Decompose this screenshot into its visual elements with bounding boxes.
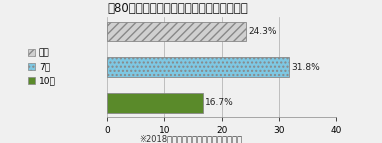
Legend: 平均, 7月, 10月: 平均, 7月, 10月	[24, 45, 59, 89]
Bar	[107, 22, 246, 41]
Bar	[107, 93, 203, 113]
Text: ※2018年度町田市勤務実態調査より算出: ※2018年度町田市勤務実態調査より算出	[139, 134, 243, 143]
Bar	[107, 57, 289, 77]
Text: 31.8%: 31.8%	[291, 63, 320, 72]
Text: 24.3%: 24.3%	[249, 27, 277, 36]
Text: 16.7%: 16.7%	[205, 98, 234, 107]
Text: 月80時間以上の時間外在校等時間数の割合: 月80時間以上の時間外在校等時間数の割合	[107, 2, 248, 15]
